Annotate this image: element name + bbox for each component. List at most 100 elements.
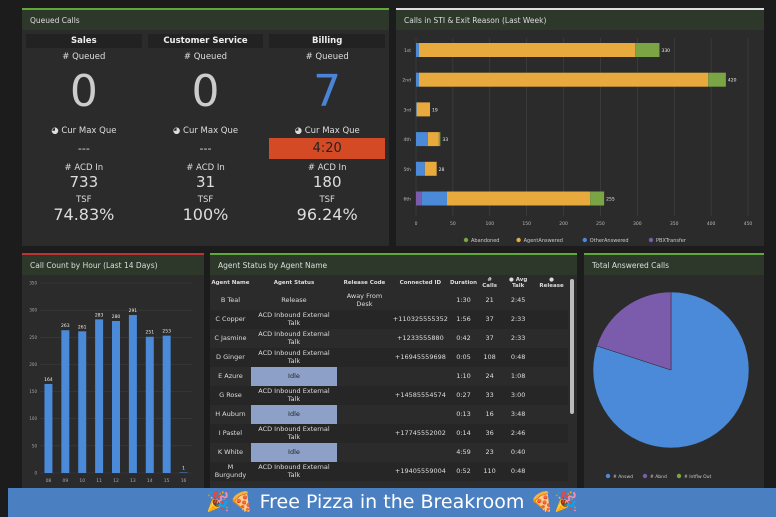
x-tick-label: 16	[181, 478, 187, 484]
table-cell: 2:33	[501, 310, 536, 329]
max-queue-label: Cur Max Que	[183, 126, 239, 136]
column-header[interactable]: # Calls	[482, 276, 498, 289]
table-cell: +16945559698	[391, 348, 449, 367]
bar	[95, 319, 104, 473]
call-count-panel: Call Count by Hour (Last 14 Days) 0 50 100…	[22, 253, 204, 488]
table-row[interactable]: M Burgundy ACD Inbound External Talk +1940…	[210, 462, 568, 481]
tsf-value: 74.83%	[53, 205, 115, 224]
legend-marker	[463, 237, 469, 243]
data-label: 330	[661, 48, 670, 54]
clock-icon: ◕	[51, 126, 59, 136]
x-tick-label: 10	[79, 478, 85, 484]
bar	[145, 336, 154, 473]
column-header[interactable]: Release Code	[343, 279, 386, 286]
x-tick-label: 11	[96, 478, 102, 484]
data-label: 283	[95, 312, 104, 318]
x-tick-label: 13	[130, 478, 136, 484]
bar-segment-agentanswered	[418, 43, 636, 57]
table-cell: 0:05	[448, 348, 479, 367]
queued-label: # Queued	[62, 52, 106, 62]
table-cell	[337, 310, 392, 329]
table-cell	[337, 405, 392, 424]
table-cell	[337, 462, 392, 481]
table-cell: 0:40	[510, 447, 526, 456]
panel-title: Agent Status by Agent Name	[210, 255, 577, 275]
y-tick-label: 4th	[404, 137, 412, 143]
panel-title: Total Answered Calls	[584, 255, 764, 275]
bar	[112, 321, 120, 473]
scrollbar[interactable]	[570, 279, 574, 414]
table-row[interactable]: G Rose ACD Inbound External Talk +14585554…	[210, 386, 568, 405]
bar-segment-otheranswered	[416, 132, 428, 147]
table-row[interactable]: H Auburn Idle 0:13 16 3:48	[210, 405, 568, 424]
table-row[interactable]: C Copper ACD Inbound External Talk +110325…	[210, 310, 568, 329]
table-cell: 37	[485, 333, 494, 342]
table-cell: 1:08	[510, 371, 526, 380]
sti-stacked-bar-chart: 0 50 100 150 200 250 300 350 400 450 1st 330 2nd 420 3…	[402, 38, 752, 244]
table-row[interactable]: K White Idle 4:59 23 0:40	[210, 443, 568, 462]
queued-count: 0	[191, 66, 220, 117]
pie-slice	[596, 291, 672, 371]
bar-segment-agentanswered	[446, 191, 591, 206]
table-cell: 0:42	[456, 333, 471, 342]
table-cell: Idle	[250, 443, 338, 462]
table-row[interactable]: D Ginger ACD Inbound External Talk +169455…	[210, 348, 568, 367]
data-label: 291	[129, 308, 138, 314]
x-tick-label: 0	[415, 221, 418, 227]
table-cell: 16	[485, 409, 494, 418]
legend-label: OtherAnswered	[590, 238, 629, 244]
table-cell	[337, 367, 392, 386]
table-cell: 0:27	[448, 386, 479, 405]
legend-marker	[516, 237, 521, 243]
y-tick-label: 3rd	[404, 107, 412, 113]
table-row[interactable]: C Jasmine ACD Inbound External Talk +12335…	[210, 329, 568, 348]
acd-count: 733	[69, 173, 99, 191]
table-cell: +19405559004	[391, 462, 449, 481]
acd-label: # ACD In	[186, 163, 225, 173]
table-cell: 36	[478, 424, 502, 443]
table-cell: 2:46	[501, 424, 536, 443]
column-header[interactable]: Connected ID	[399, 279, 442, 286]
x-tick-label: 14	[147, 478, 153, 484]
table-cell: 23	[485, 447, 494, 456]
legend-marker	[676, 473, 682, 479]
bar	[162, 335, 171, 473]
data-label: 19	[432, 107, 438, 113]
column-header[interactable]: ● Avg Talk	[508, 276, 528, 289]
clock-icon: ◕	[294, 126, 302, 136]
max-queue-time: ---	[77, 142, 90, 155]
legend-label: # Answd	[613, 474, 633, 480]
column-header[interactable]: Agent Status	[273, 279, 315, 286]
column-header[interactable]: Agent Name	[211, 279, 250, 286]
column-header[interactable]: Duration	[449, 279, 478, 286]
table-cell	[535, 386, 568, 405]
table-cell: 0:13	[456, 409, 471, 418]
table-cell: 110	[478, 462, 502, 481]
clock-icon: ●	[549, 276, 554, 283]
table-row[interactable]: I Pastel ACD Inbound External Talk +177455…	[210, 424, 568, 443]
table-cell: 3:48	[510, 409, 526, 418]
tsf-label: TSF	[76, 195, 92, 205]
agent-status-table: Agent Name Agent Status Release Code Connec…	[210, 275, 568, 481]
table-row[interactable]: B Teal Release Away From Desk 1:30 21 2:45	[210, 291, 568, 310]
data-label: 1	[182, 465, 185, 471]
table-cell: C Jasmine	[214, 333, 247, 342]
data-label: 164	[44, 377, 53, 383]
column-header[interactable]: ● Release	[539, 276, 564, 289]
table-cell: ACD Inbound External Talk	[250, 424, 338, 443]
queue-column: Sales # Queued 0 ◕ Cur Max Que --- # ACD…	[26, 34, 142, 224]
y-tick-label: 100	[29, 416, 37, 421]
queued-count: 7	[313, 66, 342, 117]
queued-label: # Queued	[183, 52, 228, 62]
data-label: 28	[439, 167, 445, 173]
table-cell: 0:48	[501, 462, 536, 481]
answered-pie-chart: # Answd # Abnd # Intflw Out	[592, 291, 750, 480]
table-row[interactable]: E Azure Idle 1:10 24 1:08	[210, 367, 568, 386]
x-tick-label: 50	[450, 221, 456, 227]
legend-label: # Intflw Out	[684, 474, 711, 480]
table-cell: 1:30	[456, 295, 471, 304]
y-tick-label: 150	[29, 389, 37, 394]
table-cell: +14585554574	[391, 386, 449, 405]
total-answered-panel: Total Answered Calls # Answd # Abnd # Intf…	[584, 253, 764, 488]
y-tick-label: 300	[29, 308, 37, 313]
